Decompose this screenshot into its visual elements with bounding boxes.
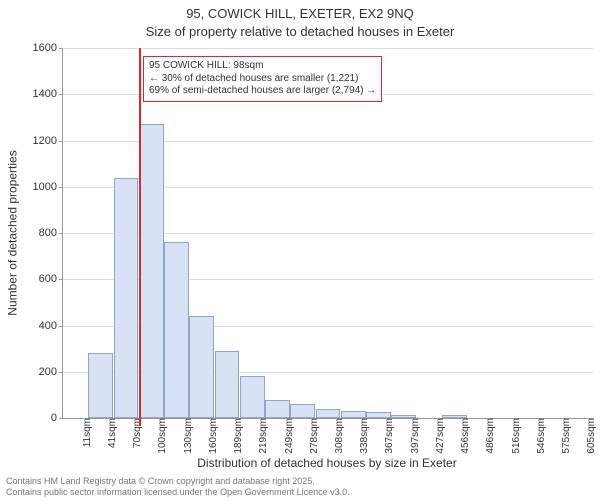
annotation-line1: ← 30% of detached houses are smaller (1,…: [149, 73, 376, 86]
annotation-box: 95 COWICK HILL: 98sqm ← 30% of detached …: [143, 56, 382, 102]
y-tick-label: 1000: [33, 181, 63, 193]
histogram-bar: [341, 411, 366, 418]
histogram-bar: [139, 124, 164, 418]
footer-line1: Contains HM Land Registry data © Crown c…: [6, 476, 350, 487]
x-tick-label: 219sqm: [256, 418, 269, 454]
x-tick-label: 308sqm: [332, 418, 345, 454]
histogram-bar: [290, 404, 315, 418]
y-tick-label: 800: [39, 227, 63, 239]
plot-area: 95 COWICK HILL: 98sqm ← 30% of detached …: [62, 48, 593, 419]
x-axis-label: Distribution of detached houses by size …: [62, 456, 592, 470]
histogram-bar: [164, 242, 189, 418]
x-tick-label: 397sqm: [408, 418, 421, 454]
x-tick-label: 367sqm: [382, 418, 395, 454]
x-tick-label: 278sqm: [307, 418, 320, 454]
histogram-bar: [114, 178, 139, 419]
annotation-line2: 69% of semi-detached houses are larger (…: [149, 85, 376, 98]
y-tick-label: 200: [39, 366, 63, 378]
histogram-bar: [265, 400, 290, 419]
y-axis-label: Number of detached properties: [6, 48, 20, 418]
x-tick-label: 41sqm: [105, 418, 118, 448]
annotation-heading: 95 COWICK HILL: 98sqm: [149, 60, 376, 73]
histogram-bar: [240, 376, 265, 418]
property-marker-line: [139, 48, 141, 426]
x-tick-label: 427sqm: [433, 418, 446, 454]
x-tick-label: 100sqm: [155, 418, 168, 454]
x-tick-label: 189sqm: [231, 418, 244, 454]
x-tick-label: 130sqm: [181, 418, 194, 454]
x-tick-label: 575sqm: [559, 418, 572, 454]
x-tick-label: 338sqm: [357, 418, 370, 454]
x-tick-label: 249sqm: [282, 418, 295, 454]
chart-container: 95, COWICK HILL, EXETER, EX2 9NQ Size of…: [0, 0, 600, 500]
y-tick-label: 1400: [33, 88, 63, 100]
x-tick-label: 160sqm: [206, 418, 219, 454]
chart-title-main: 95, COWICK HILL, EXETER, EX2 9NQ: [0, 6, 600, 21]
x-tick-label: 516sqm: [509, 418, 522, 454]
y-tick-label: 0: [51, 412, 63, 424]
chart-title-sub: Size of property relative to detached ho…: [0, 24, 600, 39]
x-tick-label: 546sqm: [534, 418, 547, 454]
histogram-bar: [215, 351, 240, 418]
histogram-bar: [316, 409, 341, 418]
histogram-bar: [189, 316, 214, 418]
x-tick-label: 605sqm: [584, 418, 597, 454]
x-tick-label: 70sqm: [130, 418, 143, 448]
x-tick-label: 11sqm: [80, 418, 93, 447]
y-tick-label: 600: [39, 273, 63, 285]
x-tick-label: 486sqm: [483, 418, 496, 454]
footer-attribution: Contains HM Land Registry data © Crown c…: [6, 476, 350, 498]
y-tick-label: 1200: [33, 135, 63, 147]
x-tick-label: 456sqm: [458, 418, 471, 454]
y-tick-label: 400: [39, 320, 63, 332]
y-tick-label: 1600: [33, 42, 63, 54]
gridline: [63, 48, 593, 49]
histogram-bar: [88, 353, 113, 418]
footer-line2: Contains public sector information licen…: [6, 487, 350, 498]
